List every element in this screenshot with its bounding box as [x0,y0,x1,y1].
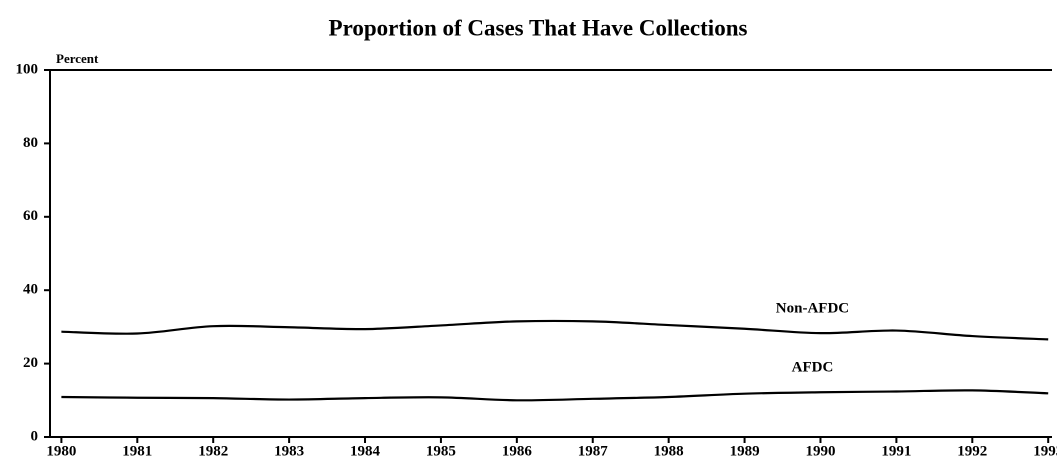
x-tick-label: 1992 [957,443,987,459]
x-tick-label: 1988 [654,443,684,459]
x-tick-label: 1980 [46,443,76,459]
y-tick-label: 40 [23,282,38,298]
y-tick-label: 80 [23,135,38,151]
y-tick-label: 20 [23,355,38,371]
series-line [61,389,1049,402]
x-tick-label: 1993 [1033,443,1057,459]
y-axis-label: Percent [56,51,99,66]
x-tick-label: 1991 [881,443,911,459]
x-tick-label: 1987 [578,443,609,459]
x-tick-label: 1986 [502,443,533,459]
y-tick-label: 60 [23,208,38,224]
series-label: Non-AFDC [776,301,849,317]
chart-title: Proportion of Cases That Have Collection… [329,15,748,40]
x-tick-label: 1989 [730,443,760,459]
y-tick-label: 0 [31,428,39,444]
x-tick-label: 1984 [350,443,381,459]
y-tick-label: 100 [16,61,39,77]
x-tick-label: 1981 [122,443,152,459]
x-tick-label: 1990 [805,443,835,459]
series-label: AFDC [792,360,834,376]
x-tick-label: 1983 [274,443,304,459]
series-line [61,319,1049,341]
x-tick-label: 1982 [198,443,228,459]
x-tick-label: 1985 [426,443,456,459]
